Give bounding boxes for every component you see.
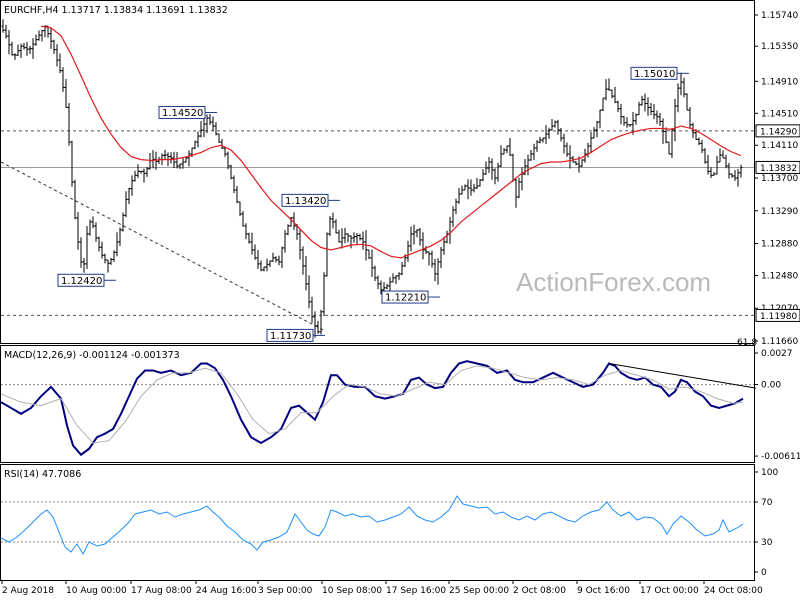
x-tick-label: 2 Oct 08:00: [513, 586, 566, 596]
price-level-label: 1.14290: [760, 127, 797, 137]
price-y-tick-label: 1.14910: [761, 77, 798, 87]
rsi-y-tick-label: 0: [761, 568, 767, 578]
price-y-tick-label: 1.11660: [761, 337, 798, 347]
price-level-box: [755, 124, 800, 138]
rsi-y-tick-label: 70: [761, 498, 773, 508]
macd-y-tick-label: -0.006114: [761, 452, 800, 462]
rsi-header: RSI(14) 47.7086: [4, 469, 81, 480]
macd-y-tick-label: 0.0027: [761, 349, 793, 359]
price-level-box: [755, 308, 800, 322]
x-tick-label: 10 Sep 08:00: [322, 586, 382, 596]
price-annotation-label: 1.12210: [385, 293, 426, 304]
price-y-tick-label: 1.13290: [761, 207, 798, 217]
x-tick-label: 17 Aug 08:00: [131, 586, 192, 596]
price-y-tick-label: 1.14110: [761, 141, 798, 151]
price-y-tick-label: 1.14510: [761, 109, 798, 119]
rsi-panel: [0, 464, 755, 581]
x-tick-label: 2 Aug 2018: [2, 586, 54, 596]
watermark: ActionForex.com: [516, 267, 711, 297]
rsi-y-tick-label: 100: [761, 468, 778, 478]
rsi-y-tick-label: 30: [761, 538, 773, 548]
macd-trendline: [608, 363, 757, 389]
price-y-tick-label: 1.15350: [761, 42, 798, 52]
price-trendline: [0, 161, 324, 331]
x-tick-label: 17 Oct 00:00: [640, 586, 699, 596]
macd-line: [0, 360, 744, 457]
price-level-label: 1.11980: [760, 312, 797, 322]
price-level-label: 1.13832: [760, 164, 797, 174]
price-header: EURCHF,H4 1.13717 1.13834 1.13691 1.1383…: [4, 5, 228, 16]
macd-header: MACD(12,26,9) -0.001124 -0.001373: [4, 350, 180, 361]
price-level-box: [755, 160, 800, 174]
rsi-line: [0, 495, 744, 556]
x-tick-label: 10 Aug 00:00: [66, 586, 127, 596]
moving-average-line: [40, 25, 742, 259]
price-annotation-label: 1.14520: [162, 108, 203, 119]
price-annotation-label: 1.15010: [634, 69, 675, 80]
price-y-tick-label: 1.13700: [761, 174, 798, 184]
x-tick-label: 17 Sep 16:00: [386, 586, 446, 596]
price-annotation-label: 1.13420: [285, 196, 326, 207]
x-tick-label: 24 Aug 16:00: [196, 586, 257, 596]
x-tick-label: 3 Sep 00:00: [258, 586, 313, 596]
macd-panel: [0, 345, 755, 463]
price-annotation-label: 1.11730: [270, 331, 311, 342]
macd-signal-line: [0, 365, 744, 444]
macd-y-tick-label: 0.00: [761, 381, 781, 391]
fib-label: 61.8: [737, 338, 757, 348]
price-annotation-label: 1.12420: [61, 276, 102, 287]
price-y-tick-label: 1.15740: [761, 11, 798, 21]
price-y-tick-label: 1.12880: [761, 240, 798, 250]
x-tick-label: 24 Oct 08:00: [704, 586, 763, 596]
price-y-tick-label: 1.12480: [761, 271, 798, 281]
x-tick-label: 9 Oct 16:00: [577, 586, 630, 596]
x-tick-label: 25 Sep 00:00: [449, 586, 509, 596]
